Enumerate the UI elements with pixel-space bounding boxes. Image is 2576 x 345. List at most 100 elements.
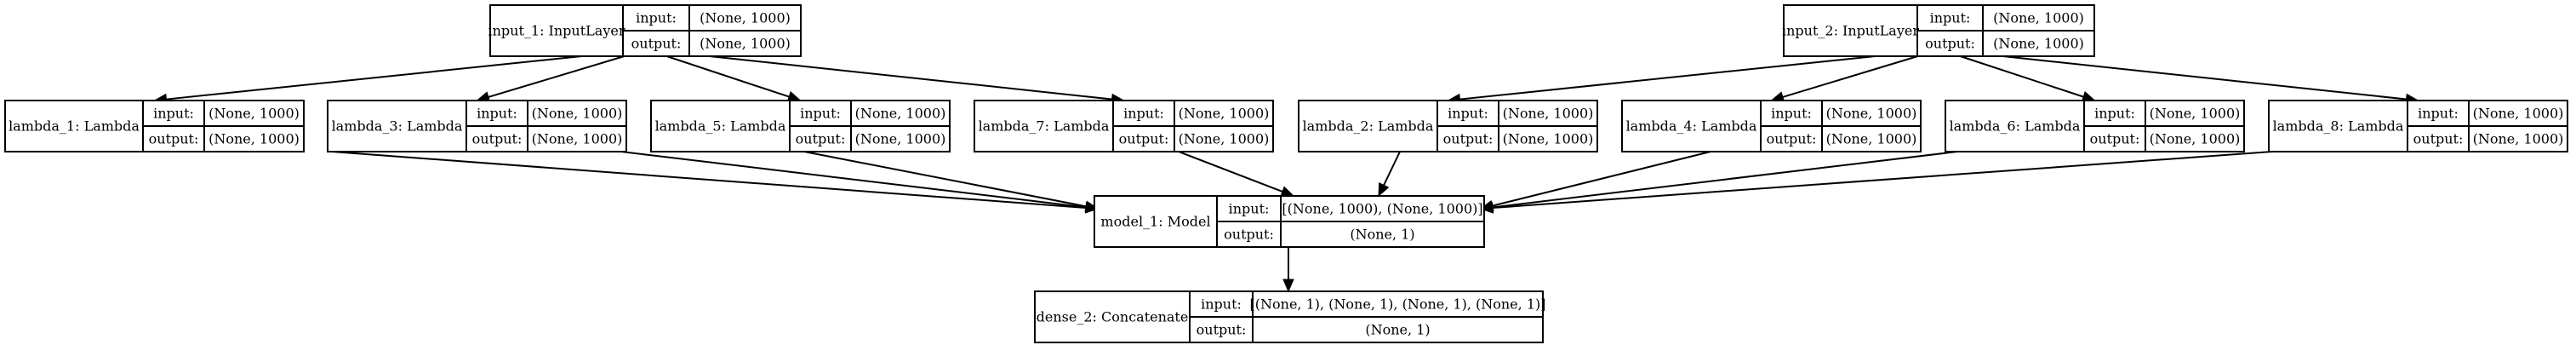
input-port-label: input: bbox=[1201, 296, 1242, 313]
layer-name: lambda_4: Lambda bbox=[1626, 118, 1757, 135]
edge-line bbox=[1459, 55, 1876, 101]
edge-line bbox=[331, 151, 1087, 209]
output-port-label: output: bbox=[1119, 131, 1169, 147]
output-shape-value: (None, 1000) bbox=[1993, 36, 2084, 52]
input-shape-value: (None, 1000) bbox=[855, 106, 946, 122]
output-shape-value: (None, 1000) bbox=[2473, 131, 2564, 147]
edge-input-2-to-lambda-4 bbox=[1770, 55, 1918, 103]
output-shape-value: (None, 1000) bbox=[1179, 131, 1270, 147]
layer-name: dense_2: Concatenate bbox=[1037, 309, 1189, 325]
edge-line bbox=[2002, 55, 2407, 101]
input-port-label: input: bbox=[800, 106, 841, 122]
layer-node-dense-2: dense_2: Concatenate input: output:[(None,… bbox=[1034, 290, 1546, 343]
input-port-label: input: bbox=[1930, 10, 1971, 26]
edge-lambda-7-to-model-1 bbox=[1178, 151, 1295, 198]
layer-name: input_1: InputLayer bbox=[488, 23, 625, 39]
layer-node-input-2: input_2: InputLayer input: output: (None, 1… bbox=[1782, 4, 2095, 57]
edge-line bbox=[1782, 55, 1918, 98]
output-shape-value: (None, 1) bbox=[1365, 322, 1430, 338]
output-port-label: output: bbox=[149, 131, 199, 147]
layer-name: lambda_6: Lambda bbox=[1950, 118, 2081, 135]
output-port-label: output: bbox=[796, 131, 846, 147]
output-port-label: output: bbox=[1224, 227, 1274, 243]
output-shape-value: (None, 1000) bbox=[700, 36, 791, 52]
edge-lambda-4-to-model-1 bbox=[1479, 151, 1711, 212]
layer-name: lambda_8: Lambda bbox=[2273, 118, 2404, 135]
edge-line bbox=[620, 151, 1087, 209]
edge-line bbox=[1960, 55, 2084, 98]
edge-line bbox=[666, 55, 790, 98]
edge-input-1-to-lambda-1 bbox=[153, 55, 582, 106]
edge-input-2-to-lambda-8 bbox=[2002, 55, 2419, 106]
layer-name: lambda_7: Lambda bbox=[979, 118, 1110, 135]
edge-line bbox=[166, 55, 582, 101]
output-shape-value: (None, 1000) bbox=[1503, 131, 1594, 147]
output-port-label: output: bbox=[2090, 131, 2140, 147]
arrowhead bbox=[1280, 186, 1295, 198]
input-port-label: input: bbox=[636, 10, 677, 26]
input-port-label: input: bbox=[153, 106, 194, 122]
input-port-label: input: bbox=[2094, 106, 2135, 122]
layer-name: input_2: InputLayer bbox=[1782, 23, 1919, 39]
input-port-label: input: bbox=[1229, 201, 1270, 217]
input-port-label: input: bbox=[1771, 106, 1812, 122]
edge-input-2-to-lambda-2 bbox=[1447, 55, 1876, 106]
layer-name: lambda_5: Lambda bbox=[655, 118, 786, 135]
output-port-label: output: bbox=[1767, 131, 1817, 147]
input-port-label: input: bbox=[477, 106, 517, 122]
output-port-label: output: bbox=[631, 36, 682, 52]
input-shape-value: (None, 1000) bbox=[1993, 10, 2084, 26]
layer-name: lambda_3: Lambda bbox=[332, 118, 463, 135]
input-shape-value: (None, 1000) bbox=[1503, 106, 1594, 122]
input-shape-value: (None, 1000) bbox=[532, 106, 623, 122]
edge-lambda-2-to-model-1 bbox=[1378, 151, 1401, 198]
layer-node-lambda-2: lambda_2: Lambda input: output: (None, 1000… bbox=[1298, 100, 1598, 152]
input-shape-value: (None, 1000) bbox=[700, 10, 791, 26]
input-shape-value: (None, 1000) bbox=[2473, 106, 2564, 122]
input-shape-value: (None, 1000) bbox=[208, 106, 300, 122]
edge-line bbox=[1492, 151, 2273, 209]
input-port-label: input: bbox=[1123, 106, 1164, 122]
layer-node-lambda-3: lambda_3: Lambda input: output: (None, 1000… bbox=[327, 100, 627, 152]
arrowhead bbox=[1479, 202, 1494, 214]
edge-line bbox=[1178, 151, 1283, 193]
input-shape-value: (None, 1000) bbox=[1179, 106, 1270, 122]
layer-node-lambda-1: lambda_1: Lambda input: output: (None, 1000… bbox=[4, 100, 305, 152]
layer-name: lambda_1: Lambda bbox=[9, 118, 140, 135]
edge-line bbox=[1383, 151, 1401, 186]
edge-lambda-1-to-model-1 bbox=[331, 151, 1100, 214]
edge-lambda-8-to-model-1 bbox=[1479, 151, 2273, 214]
edge-input-1-to-lambda-3 bbox=[476, 55, 625, 103]
edge-line bbox=[709, 55, 1112, 101]
input-shape-value: (None, 1000) bbox=[1826, 106, 1917, 122]
arrowhead bbox=[1378, 182, 1390, 198]
edges-layer bbox=[153, 55, 2419, 293]
output-port-label: output: bbox=[2413, 131, 2464, 147]
edge-line bbox=[1492, 151, 1711, 207]
edge-line bbox=[1492, 151, 1958, 209]
input-shape-value: (None, 1000) bbox=[2150, 106, 2241, 122]
input-port-label: input: bbox=[2418, 106, 2459, 122]
layer-node-lambda-4: lambda_4: Lambda input: output: (None, 1000… bbox=[1621, 100, 1922, 152]
input-shape-value: [(None, 1), (None, 1), (None, 1), (None,… bbox=[1250, 296, 1546, 313]
output-shape-value: (None, 1000) bbox=[2150, 131, 2241, 147]
layer-node-input-1: input_1: InputLayer input: output: (None, 1… bbox=[488, 4, 802, 57]
edge-input-1-to-lambda-7 bbox=[709, 55, 1125, 106]
edge-line bbox=[803, 151, 1087, 208]
layer-node-lambda-7: lambda_7: Lambda input: output: (None, 1000… bbox=[974, 100, 1274, 152]
output-shape-value: (None, 1000) bbox=[855, 131, 946, 147]
edge-line bbox=[488, 55, 625, 98]
output-port-label: output: bbox=[1197, 322, 1247, 338]
layer-node-lambda-5: lambda_5: Lambda input: output: (None, 1000… bbox=[650, 100, 951, 152]
layer-name: lambda_2: Lambda bbox=[1303, 118, 1434, 135]
input-port-label: input: bbox=[1448, 106, 1488, 122]
output-shape-value: (None, 1) bbox=[1350, 227, 1414, 243]
output-shape-value: (None, 1000) bbox=[532, 131, 623, 147]
layer-node-lambda-8: lambda_8: Lambda input: output: (None, 1000… bbox=[2268, 100, 2568, 152]
input-shape-value: [(None, 1000), (None, 1000)] bbox=[1282, 201, 1482, 217]
edge-lambda-5-to-model-1 bbox=[803, 151, 1100, 212]
nodes-layer: input_1: InputLayer input: output: (None, 1… bbox=[4, 4, 2568, 343]
output-shape-value: (None, 1000) bbox=[208, 131, 300, 147]
output-port-label: output: bbox=[1443, 131, 1494, 147]
